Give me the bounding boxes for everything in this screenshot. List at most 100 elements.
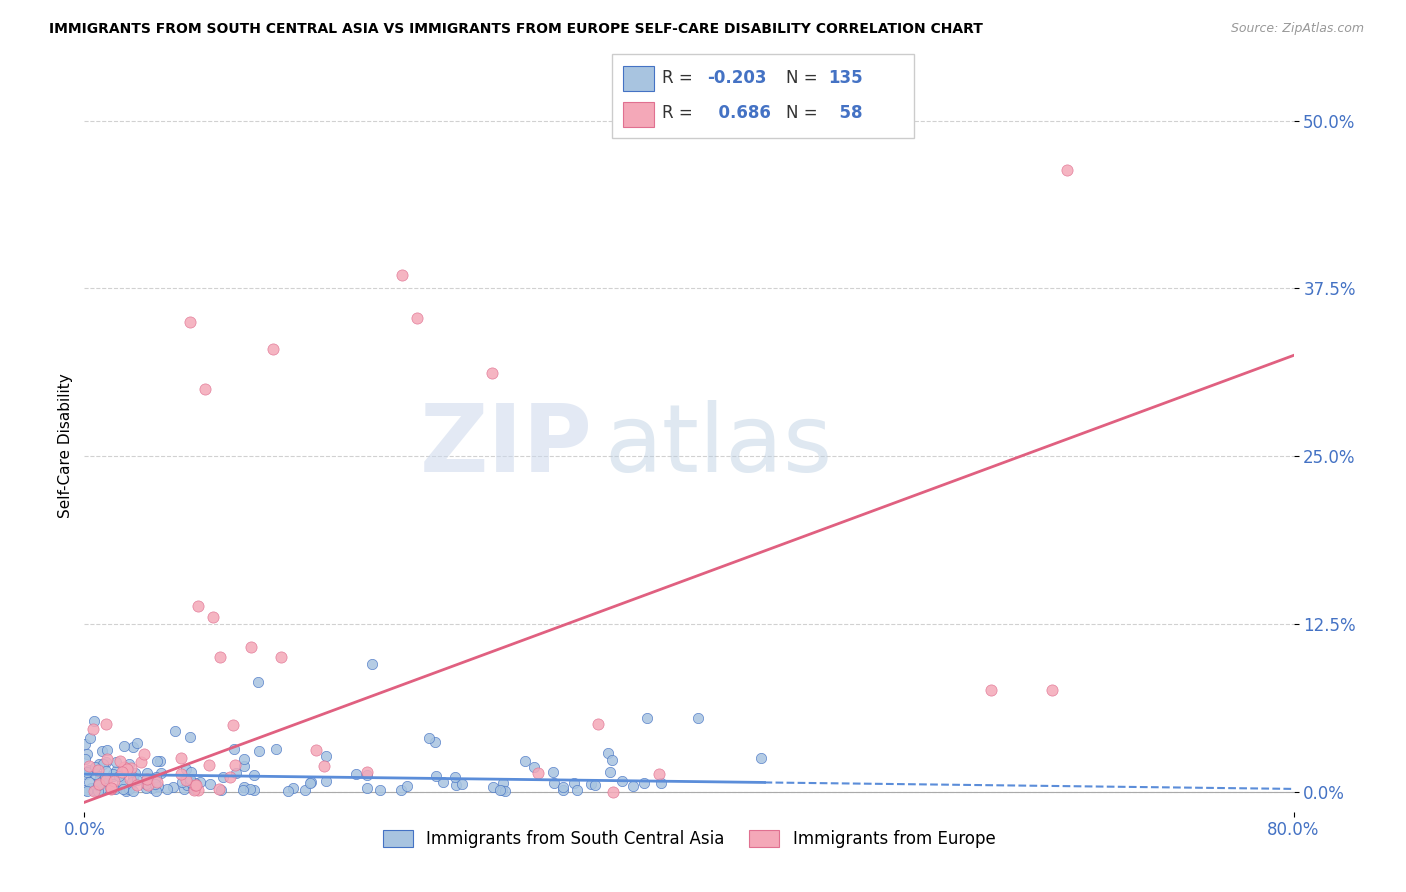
Point bbox=[232, 783, 254, 797]
Point bbox=[482, 780, 505, 795]
Point bbox=[73, 737, 96, 751]
Point bbox=[94, 771, 117, 785]
Point bbox=[648, 767, 671, 781]
Point bbox=[163, 723, 186, 738]
Point bbox=[77, 763, 100, 777]
Point bbox=[356, 768, 378, 782]
Point bbox=[565, 782, 588, 797]
Point bbox=[187, 599, 209, 614]
Point bbox=[146, 775, 169, 789]
Point bbox=[1040, 682, 1063, 697]
Text: 135: 135 bbox=[828, 69, 863, 87]
Point bbox=[184, 778, 207, 792]
Point bbox=[122, 771, 145, 785]
Point bbox=[136, 778, 159, 792]
Point bbox=[194, 382, 217, 396]
Point bbox=[150, 766, 173, 780]
Point bbox=[201, 610, 224, 624]
Point bbox=[145, 771, 167, 785]
Point bbox=[188, 775, 211, 789]
Point bbox=[170, 775, 193, 789]
Point bbox=[79, 764, 101, 779]
Point bbox=[187, 783, 209, 797]
Point bbox=[551, 783, 574, 797]
Point bbox=[127, 778, 149, 792]
Point bbox=[179, 772, 201, 787]
Point bbox=[105, 756, 128, 770]
Point bbox=[79, 774, 101, 789]
Text: 58: 58 bbox=[828, 104, 863, 122]
Point bbox=[96, 743, 118, 757]
Point bbox=[239, 640, 262, 654]
Point bbox=[491, 782, 513, 797]
Text: ZIP: ZIP bbox=[419, 400, 592, 492]
Point bbox=[602, 784, 624, 798]
Point bbox=[610, 773, 633, 788]
Text: -0.203: -0.203 bbox=[707, 69, 766, 87]
Point bbox=[294, 783, 316, 797]
Point bbox=[73, 783, 96, 797]
Point bbox=[425, 769, 447, 783]
Point bbox=[101, 768, 124, 782]
Point bbox=[87, 784, 110, 798]
Text: Source: ZipAtlas.com: Source: ZipAtlas.com bbox=[1230, 22, 1364, 36]
Text: R =: R = bbox=[662, 69, 699, 87]
Point bbox=[174, 762, 197, 776]
Point bbox=[107, 769, 129, 783]
Point bbox=[76, 765, 98, 780]
Point bbox=[305, 742, 328, 756]
Y-axis label: Self-Care Disability: Self-Care Disability bbox=[58, 374, 73, 518]
Point bbox=[686, 711, 709, 725]
Point bbox=[583, 778, 606, 792]
Point bbox=[82, 723, 104, 737]
Point bbox=[87, 778, 110, 792]
Point bbox=[233, 751, 256, 765]
Point bbox=[149, 755, 172, 769]
Point bbox=[76, 747, 98, 762]
Point bbox=[751, 750, 773, 764]
Point bbox=[551, 780, 574, 795]
Point bbox=[262, 342, 284, 356]
Point bbox=[356, 780, 378, 795]
Point bbox=[494, 783, 516, 797]
Point bbox=[247, 744, 270, 758]
Point bbox=[100, 781, 122, 796]
Point bbox=[89, 769, 111, 783]
Point bbox=[83, 714, 105, 728]
Point bbox=[169, 766, 191, 780]
Point bbox=[527, 765, 550, 780]
Text: atlas: atlas bbox=[605, 400, 832, 492]
Point bbox=[270, 650, 292, 665]
Text: N =: N = bbox=[786, 69, 823, 87]
Point bbox=[179, 315, 201, 329]
Point bbox=[90, 781, 112, 796]
Point bbox=[162, 780, 184, 795]
Point bbox=[588, 717, 610, 731]
Point bbox=[209, 650, 232, 665]
Point bbox=[141, 780, 163, 795]
Point bbox=[264, 742, 287, 756]
Point bbox=[114, 779, 136, 793]
Point bbox=[315, 774, 337, 789]
Point bbox=[132, 747, 155, 761]
Point bbox=[1056, 163, 1078, 178]
Text: 0.686: 0.686 bbox=[707, 104, 770, 122]
Point bbox=[176, 773, 198, 788]
Point bbox=[183, 781, 205, 796]
Point bbox=[344, 767, 367, 781]
Point bbox=[135, 773, 157, 788]
Point bbox=[389, 783, 412, 797]
Point bbox=[146, 755, 169, 769]
Point bbox=[125, 736, 148, 750]
Point bbox=[315, 748, 337, 763]
Point bbox=[112, 760, 135, 774]
Point bbox=[208, 781, 231, 796]
Point bbox=[103, 773, 125, 788]
Point bbox=[84, 766, 107, 780]
Point bbox=[633, 776, 655, 790]
Point bbox=[211, 771, 233, 785]
Point bbox=[83, 784, 105, 798]
Point bbox=[180, 764, 202, 779]
Point bbox=[425, 735, 447, 749]
Point bbox=[120, 761, 142, 775]
